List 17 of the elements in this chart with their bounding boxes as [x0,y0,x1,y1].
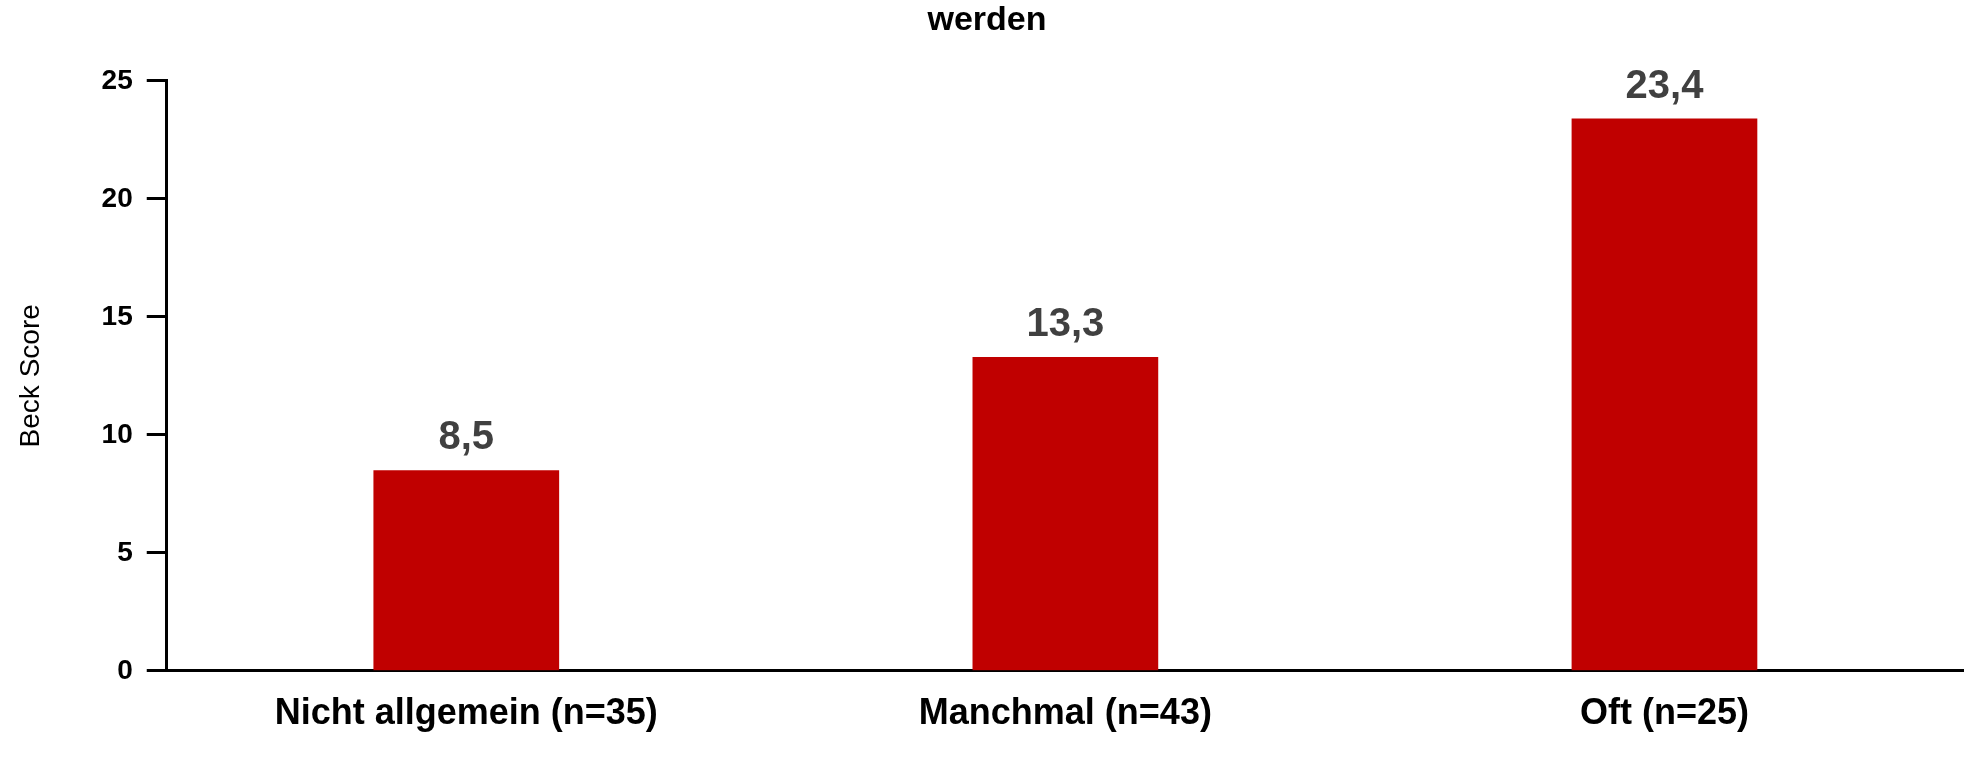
bar [972,356,1159,671]
data-label: 8,5 [438,413,495,458]
y-tick-label: 25 [101,63,133,95]
y-axis-title: Beck Score [13,304,45,448]
chart-title: werden [926,0,1047,37]
bar [1571,118,1758,671]
y-tick-label: 20 [101,181,133,213]
x-tick-label: Oft (n=25) [1579,691,1749,733]
y-tick-label: 15 [101,299,133,331]
bar [373,470,560,671]
x-tick-label: Manchmal (n=43) [918,691,1212,733]
y-tick-label: 0 [117,653,133,685]
data-label: 23,4 [1625,61,1705,106]
data-label: 13,3 [1026,299,1105,344]
y-tick-label: 10 [101,417,133,449]
x-tick-label: Nicht allgemein (n=35) [274,691,658,733]
y-tick-label: 5 [117,535,133,567]
